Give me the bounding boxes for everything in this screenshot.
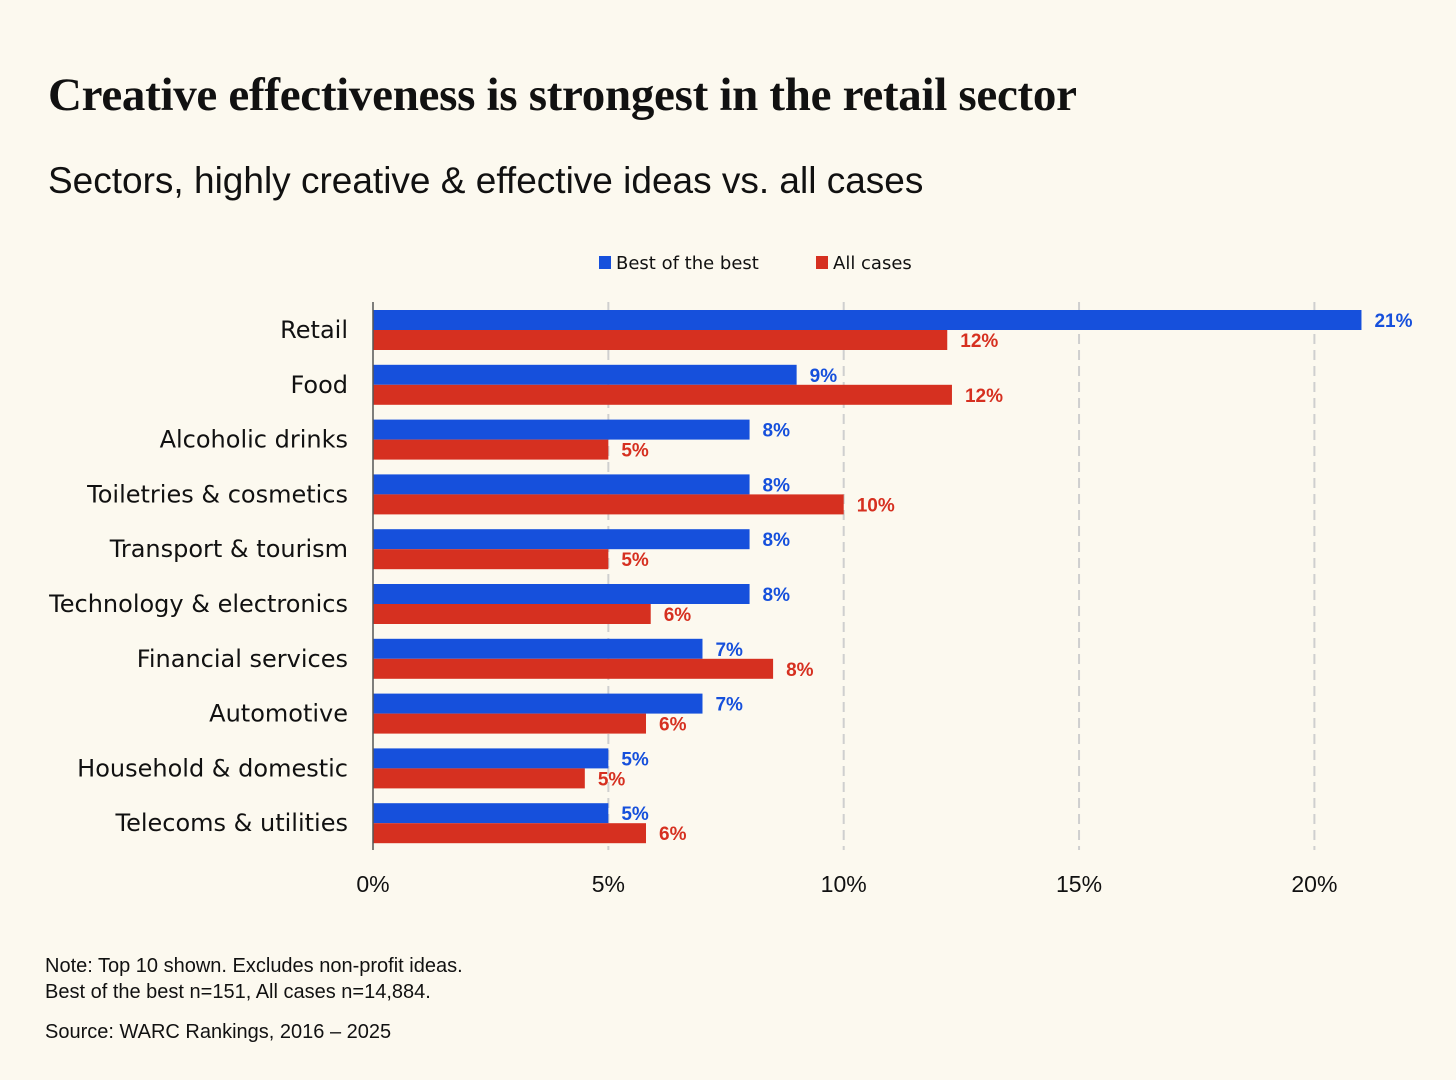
data-label: 6% xyxy=(659,824,687,845)
legend-label: All cases xyxy=(833,253,912,274)
legend-swatch xyxy=(816,256,828,269)
bar-best-of-the-best xyxy=(373,748,609,769)
category-label: Household & domestic xyxy=(77,754,348,782)
data-label: 8% xyxy=(763,530,791,551)
bar-best-of-the-best xyxy=(373,310,1362,330)
bar-best-of-the-best xyxy=(373,474,750,495)
data-label: 7% xyxy=(715,640,743,661)
bar-best-of-the-best xyxy=(373,419,750,440)
bar-best-of-the-best xyxy=(373,638,703,659)
data-label: 5% xyxy=(621,749,649,770)
legend-swatch xyxy=(599,256,611,269)
note-line-1: Note: Top 10 shown. Excludes non-profit … xyxy=(45,955,463,977)
source-note: Source: WARC Rankings, 2016 – 2025 xyxy=(45,1021,392,1043)
bar-best-of-the-best xyxy=(373,584,750,604)
bar-best-of-the-best xyxy=(373,364,797,385)
chart-subtitle: Sectors, highly creative & effective ide… xyxy=(48,160,924,201)
data-label: 6% xyxy=(664,605,692,626)
bar-all-cases xyxy=(373,658,774,679)
category-label: Retail xyxy=(280,316,348,344)
bar-all-cases xyxy=(373,768,585,789)
category-label: Food xyxy=(290,371,348,399)
category-label: Financial services xyxy=(137,645,348,673)
bar-best-of-the-best xyxy=(373,693,703,714)
bar-all-cases xyxy=(373,330,948,350)
bar-all-cases xyxy=(373,494,844,515)
data-label: 12% xyxy=(965,386,1003,407)
bar-all-cases xyxy=(373,713,647,734)
x-tick-label: 10% xyxy=(821,871,867,897)
bar-all-cases xyxy=(373,604,651,624)
note-line-2: Best of the best n=151, All cases n=14,8… xyxy=(45,981,431,1003)
data-label: 9% xyxy=(810,366,838,387)
data-label: 8% xyxy=(763,475,791,496)
category-label: Technology & electronics xyxy=(48,590,348,618)
data-label: 5% xyxy=(621,550,649,571)
data-label: 5% xyxy=(621,441,649,462)
x-tick-label: 0% xyxy=(356,871,389,897)
bar-all-cases xyxy=(373,439,609,460)
legend-label: Best of the best xyxy=(616,253,759,274)
data-label: 8% xyxy=(763,585,791,606)
bar-best-of-the-best xyxy=(373,803,609,824)
x-tick-label: 20% xyxy=(1291,871,1337,897)
data-label: 5% xyxy=(598,769,626,790)
data-label: 10% xyxy=(857,495,895,516)
category-label: Telecoms & utilities xyxy=(115,809,349,837)
chart-title: Creative effectiveness is strongest in t… xyxy=(48,69,1077,121)
category-label: Transport & tourism xyxy=(109,535,348,563)
data-label: 21% xyxy=(1374,311,1412,332)
bar-all-cases xyxy=(373,384,952,405)
x-tick-label: 5% xyxy=(592,871,625,897)
data-label: 12% xyxy=(960,331,998,352)
data-label: 6% xyxy=(659,715,687,736)
data-label: 5% xyxy=(621,804,649,825)
x-tick-label: 15% xyxy=(1056,871,1102,897)
data-label: 7% xyxy=(715,695,743,716)
bar-all-cases xyxy=(373,549,609,570)
bar-all-cases xyxy=(373,823,647,844)
data-label: 8% xyxy=(763,421,791,442)
data-label: 8% xyxy=(786,660,814,681)
category-label: Automotive xyxy=(209,700,348,728)
category-label: Alcoholic drinks xyxy=(160,426,348,454)
category-label: Toiletries & cosmetics xyxy=(86,480,348,508)
bar-best-of-the-best xyxy=(373,529,750,550)
